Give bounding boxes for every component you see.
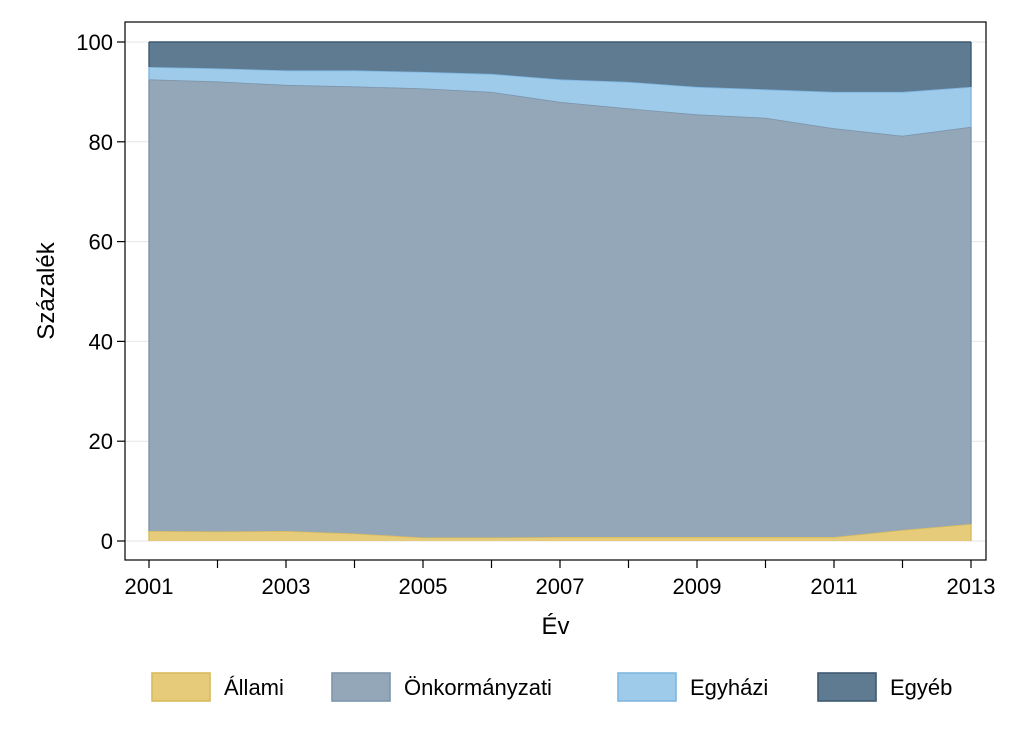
y-tick-label-0: 0 <box>101 529 113 554</box>
x-tick-label-2011: 2011 <box>810 574 857 599</box>
y-tick-label-100: 100 <box>76 30 113 55</box>
legend-label-2: Egyházi <box>690 675 768 700</box>
area-0 <box>149 524 971 541</box>
series-areas <box>148 41 972 541</box>
y-axis: 0 20 40 60 80 100 <box>76 30 125 554</box>
legend-swatch-0 <box>151 672 211 702</box>
x-tick-label-2003: 2003 <box>262 574 311 599</box>
x-axis-title: Év <box>541 613 569 640</box>
legend: Állami Önkormányzati Egyházi Egyéb <box>151 672 952 702</box>
area-2 <box>149 67 971 136</box>
x-tick-label-2005: 2005 <box>399 574 448 599</box>
x-tick-label-2007: 2007 <box>536 574 585 599</box>
legend-label-0: Állami <box>224 675 284 700</box>
y-tick-label-80: 80 <box>89 130 113 155</box>
x-tick-label-2009: 2009 <box>673 574 722 599</box>
y-axis-title: Százalék <box>33 241 60 339</box>
legend-label-1: Önkormányzati <box>404 675 552 700</box>
x-tick-label-2013: 2013 <box>947 574 996 599</box>
area-1 <box>149 79 971 538</box>
x-tick-label-2001: 2001 <box>125 574 174 599</box>
area-3 <box>149 42 971 92</box>
y-tick-label-20: 20 <box>89 429 113 454</box>
y-tick-label-40: 40 <box>89 329 113 354</box>
legend-swatch-2 <box>617 672 677 702</box>
legend-swatch-1 <box>331 672 391 702</box>
legend-swatch-3 <box>817 672 877 702</box>
plot-frame <box>124 21 987 561</box>
legend-label-3: Egyéb <box>890 675 952 700</box>
x-axis: 2001 2003 2005 2007 2009 2011 2013 <box>125 560 996 599</box>
y-tick-label-60: 60 <box>89 230 113 255</box>
